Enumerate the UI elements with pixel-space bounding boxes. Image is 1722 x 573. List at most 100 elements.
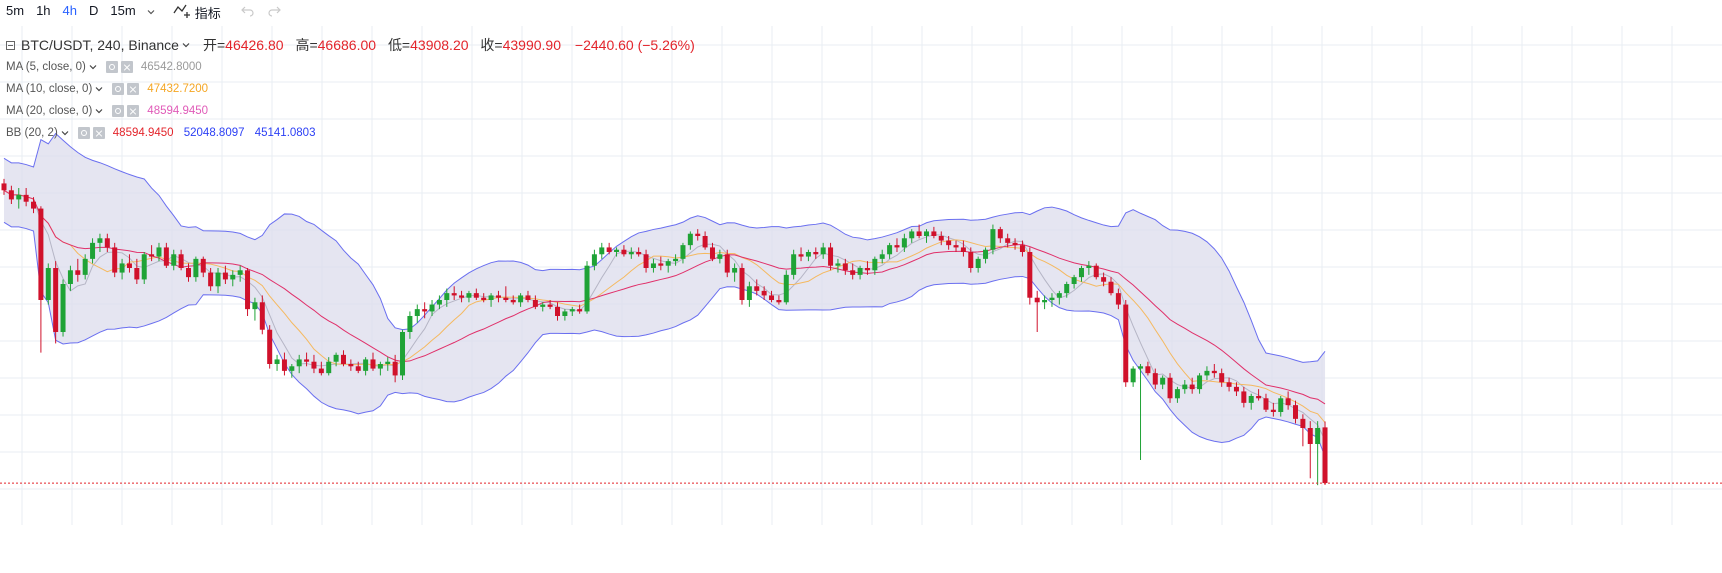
candle-body: [798, 254, 804, 257]
candle-body: [200, 258, 206, 273]
candle-body: [1226, 382, 1232, 387]
candle-body: [67, 270, 73, 284]
visibility-toggle-icon[interactable]: [112, 105, 125, 117]
candle-body: [680, 245, 686, 259]
candle-body: [695, 233, 701, 236]
candle-body: [857, 268, 863, 275]
candle-body: [171, 254, 177, 266]
candle-body: [274, 359, 280, 364]
candle-body: [894, 245, 900, 248]
timeframe-1h[interactable]: 1h: [36, 3, 51, 18]
candle-body: [783, 274, 789, 303]
ohlc-values: 开=46426.80 高=46686.00 低=43908.20 收=43990…: [203, 34, 695, 56]
candle-body: [230, 274, 236, 280]
candle-body: [901, 238, 907, 248]
candle-body: [444, 293, 450, 300]
candle-body: [488, 295, 494, 300]
candle-body: [318, 368, 324, 374]
candle-body: [1270, 409, 1276, 412]
candle-body: [90, 242, 96, 259]
candle-body: [156, 247, 162, 257]
undo-button[interactable]: [235, 4, 261, 20]
candle-body: [1093, 265, 1099, 278]
indicator-name[interactable]: MA (10, close, 0): [6, 83, 93, 95]
undo-icon: [240, 6, 254, 17]
timeframe-d[interactable]: D: [89, 3, 99, 18]
candle-body: [60, 284, 66, 332]
candle-body: [289, 366, 295, 371]
candle-body: [355, 366, 361, 371]
redo-icon: [268, 6, 281, 17]
candle-body: [414, 309, 420, 316]
remove-indicator-icon[interactable]: [120, 61, 133, 73]
indicator-legend-ma5: MA (5, close, 0) 46542.8000: [6, 56, 695, 78]
candle-body: [960, 247, 966, 252]
chart-legend: BTC/USDT, 240, Binance 开=46426.80 高=4668…: [6, 34, 695, 144]
indicator-value: 45141.0803: [254, 127, 316, 139]
candle-body: [104, 238, 110, 248]
candle-body: [237, 270, 243, 275]
candle-body: [577, 309, 583, 312]
indicator-value: 47432.7200: [147, 83, 209, 95]
indicator-menu-button[interactable]: [94, 106, 104, 116]
timeframe-dropdown-button[interactable]: [142, 0, 160, 24]
candle-body: [540, 304, 546, 307]
low-label: 低=: [387, 37, 411, 53]
candle-body: [835, 263, 841, 266]
candle-body: [591, 254, 597, 266]
candle-body: [975, 258, 981, 268]
chevron-down-icon: [95, 87, 103, 92]
candle-body: [997, 229, 1003, 239]
candle-body: [1278, 398, 1284, 412]
indicator-name[interactable]: BB (20, 2): [6, 127, 58, 139]
indicator-menu-button[interactable]: [94, 84, 104, 94]
candle-body: [503, 297, 509, 300]
candle-body: [1315, 428, 1321, 444]
remove-indicator-icon[interactable]: [127, 83, 140, 95]
candle-body: [23, 194, 29, 202]
candle-body: [1233, 386, 1239, 392]
redo-button[interactable]: [261, 4, 287, 20]
candle-body: [983, 249, 989, 259]
indicator-menu-button[interactable]: [60, 128, 70, 138]
visibility-toggle-icon[interactable]: [112, 83, 125, 95]
candle-body: [1, 183, 7, 191]
collapse-legend-button[interactable]: [6, 40, 15, 50]
candle-body: [1042, 300, 1048, 303]
visibility-toggle-icon[interactable]: [105, 61, 118, 73]
indicators-button[interactable]: 指标: [168, 0, 225, 24]
candle-body: [1130, 368, 1136, 383]
timeframe-4h[interactable]: 4h: [62, 3, 77, 18]
candle-body: [621, 249, 627, 255]
indicator-value: 52048.8097: [183, 127, 245, 139]
candle-body: [1160, 377, 1166, 385]
candle-body: [222, 272, 228, 280]
candle-body: [429, 304, 435, 312]
symbol-title[interactable]: BTC/USDT, 240, Binance: [21, 37, 179, 53]
candle-body: [215, 272, 221, 287]
remove-indicator-icon[interactable]: [92, 127, 105, 139]
visibility-toggle-icon[interactable]: [77, 127, 90, 139]
candle-body: [1034, 297, 1040, 303]
candle-body: [879, 254, 885, 259]
indicator-name[interactable]: MA (5, close, 0): [6, 61, 86, 73]
indicator-name[interactable]: MA (20, close, 0): [6, 105, 93, 117]
candle-body: [1307, 428, 1313, 444]
candle-body: [924, 231, 929, 236]
timeframe-15m[interactable]: 15m: [110, 3, 136, 18]
candle-body: [673, 258, 679, 262]
candle-body: [606, 247, 612, 252]
candle-body: [126, 263, 132, 268]
indicator-menu-button[interactable]: [88, 62, 98, 72]
chevron-down-icon: [89, 65, 97, 70]
remove-indicator-icon[interactable]: [127, 105, 140, 117]
candle-body: [946, 240, 952, 246]
candle-body: [1012, 242, 1018, 246]
candle-body: [1285, 398, 1291, 406]
timeframe-5m[interactable]: 5m: [6, 3, 25, 18]
candle-body: [702, 236, 708, 248]
symbol-menu-button[interactable]: [181, 40, 191, 50]
candle-body: [990, 229, 996, 250]
candle-body: [149, 254, 155, 257]
